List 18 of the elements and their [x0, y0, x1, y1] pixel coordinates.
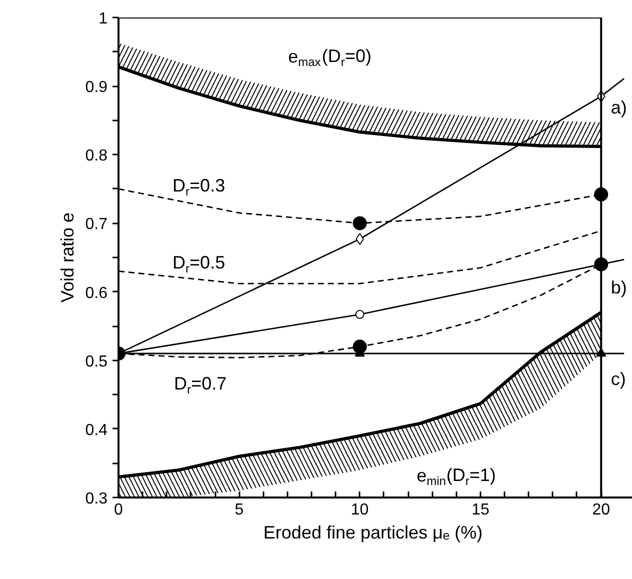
y-tick-label: 0.4 — [85, 422, 108, 439]
y-tick-label: 0.5 — [85, 353, 108, 370]
y-tick-label: 0.6 — [85, 284, 108, 302]
y-tick-label: 0.8 — [85, 148, 108, 165]
x-tick-label: 0 — [114, 502, 124, 518]
x-tick-label: 15 — [472, 502, 490, 518]
annotation: b) — [610, 278, 627, 298]
x-tick-label: 20 — [592, 502, 610, 518]
y-tick-label: 0.9 — [85, 79, 108, 96]
y-axis-title: Void ratio e — [57, 212, 78, 303]
annotation: a) — [610, 97, 627, 118]
y-tick-label: 0.7 — [85, 216, 108, 234]
annotation: c) — [610, 368, 626, 389]
y-tick-label: 0.3 — [85, 490, 108, 508]
x-tick-label: 10 — [350, 502, 369, 518]
y-tick-label: 1 — [98, 10, 108, 28]
x-axis-title: Eroded fine particles μₑ (%) — [263, 522, 483, 542]
x-tick-label: 5 — [234, 502, 244, 518]
